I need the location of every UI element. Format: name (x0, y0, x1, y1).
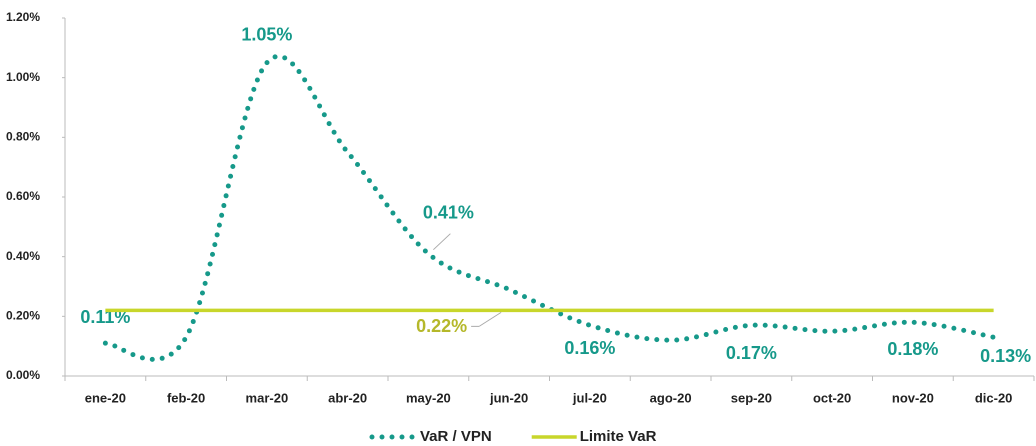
y-tick-label: 0.40% (6, 249, 40, 263)
y-tick-label: 0.80% (6, 130, 40, 144)
y-tick-label: 1.20% (6, 10, 40, 24)
data-label: 0.18% (887, 339, 938, 359)
x-tick-label: mar-20 (246, 390, 289, 405)
x-tick-label: nov-20 (892, 390, 934, 405)
data-label: 0.16% (564, 338, 615, 358)
data-label: 0.22% (416, 316, 467, 336)
x-tick-label: ago-20 (650, 390, 692, 405)
data-label: 0.17% (726, 343, 777, 363)
data-label: 0.13% (980, 346, 1031, 366)
series-line (102, 53, 997, 362)
y-tick-label: 0.60% (6, 189, 40, 203)
x-tick-label: feb-20 (167, 390, 205, 405)
x-tick-label: sep-20 (731, 390, 772, 405)
y-tick-label: 1.00% (6, 70, 40, 84)
y-tick-label: 0.20% (6, 309, 40, 323)
x-tick-label: dic-20 (975, 390, 1013, 405)
leader-line (433, 233, 451, 251)
y-tick-label: 0.00% (6, 368, 40, 382)
x-tick-label: abr-20 (328, 390, 367, 405)
legend-label: VaR / VPN (420, 428, 492, 445)
x-tick-label: jun-20 (489, 390, 528, 405)
data-label: 0.41% (423, 202, 474, 222)
x-tick-label: jul-20 (572, 390, 607, 405)
x-tick-label: ene-20 (85, 390, 126, 405)
legend-label: Limite VaR (580, 428, 657, 445)
x-tick-label: oct-20 (813, 390, 851, 405)
leader-line (478, 311, 502, 327)
data-label: 1.05% (241, 25, 292, 45)
x-tick-label: may-20 (406, 390, 451, 405)
